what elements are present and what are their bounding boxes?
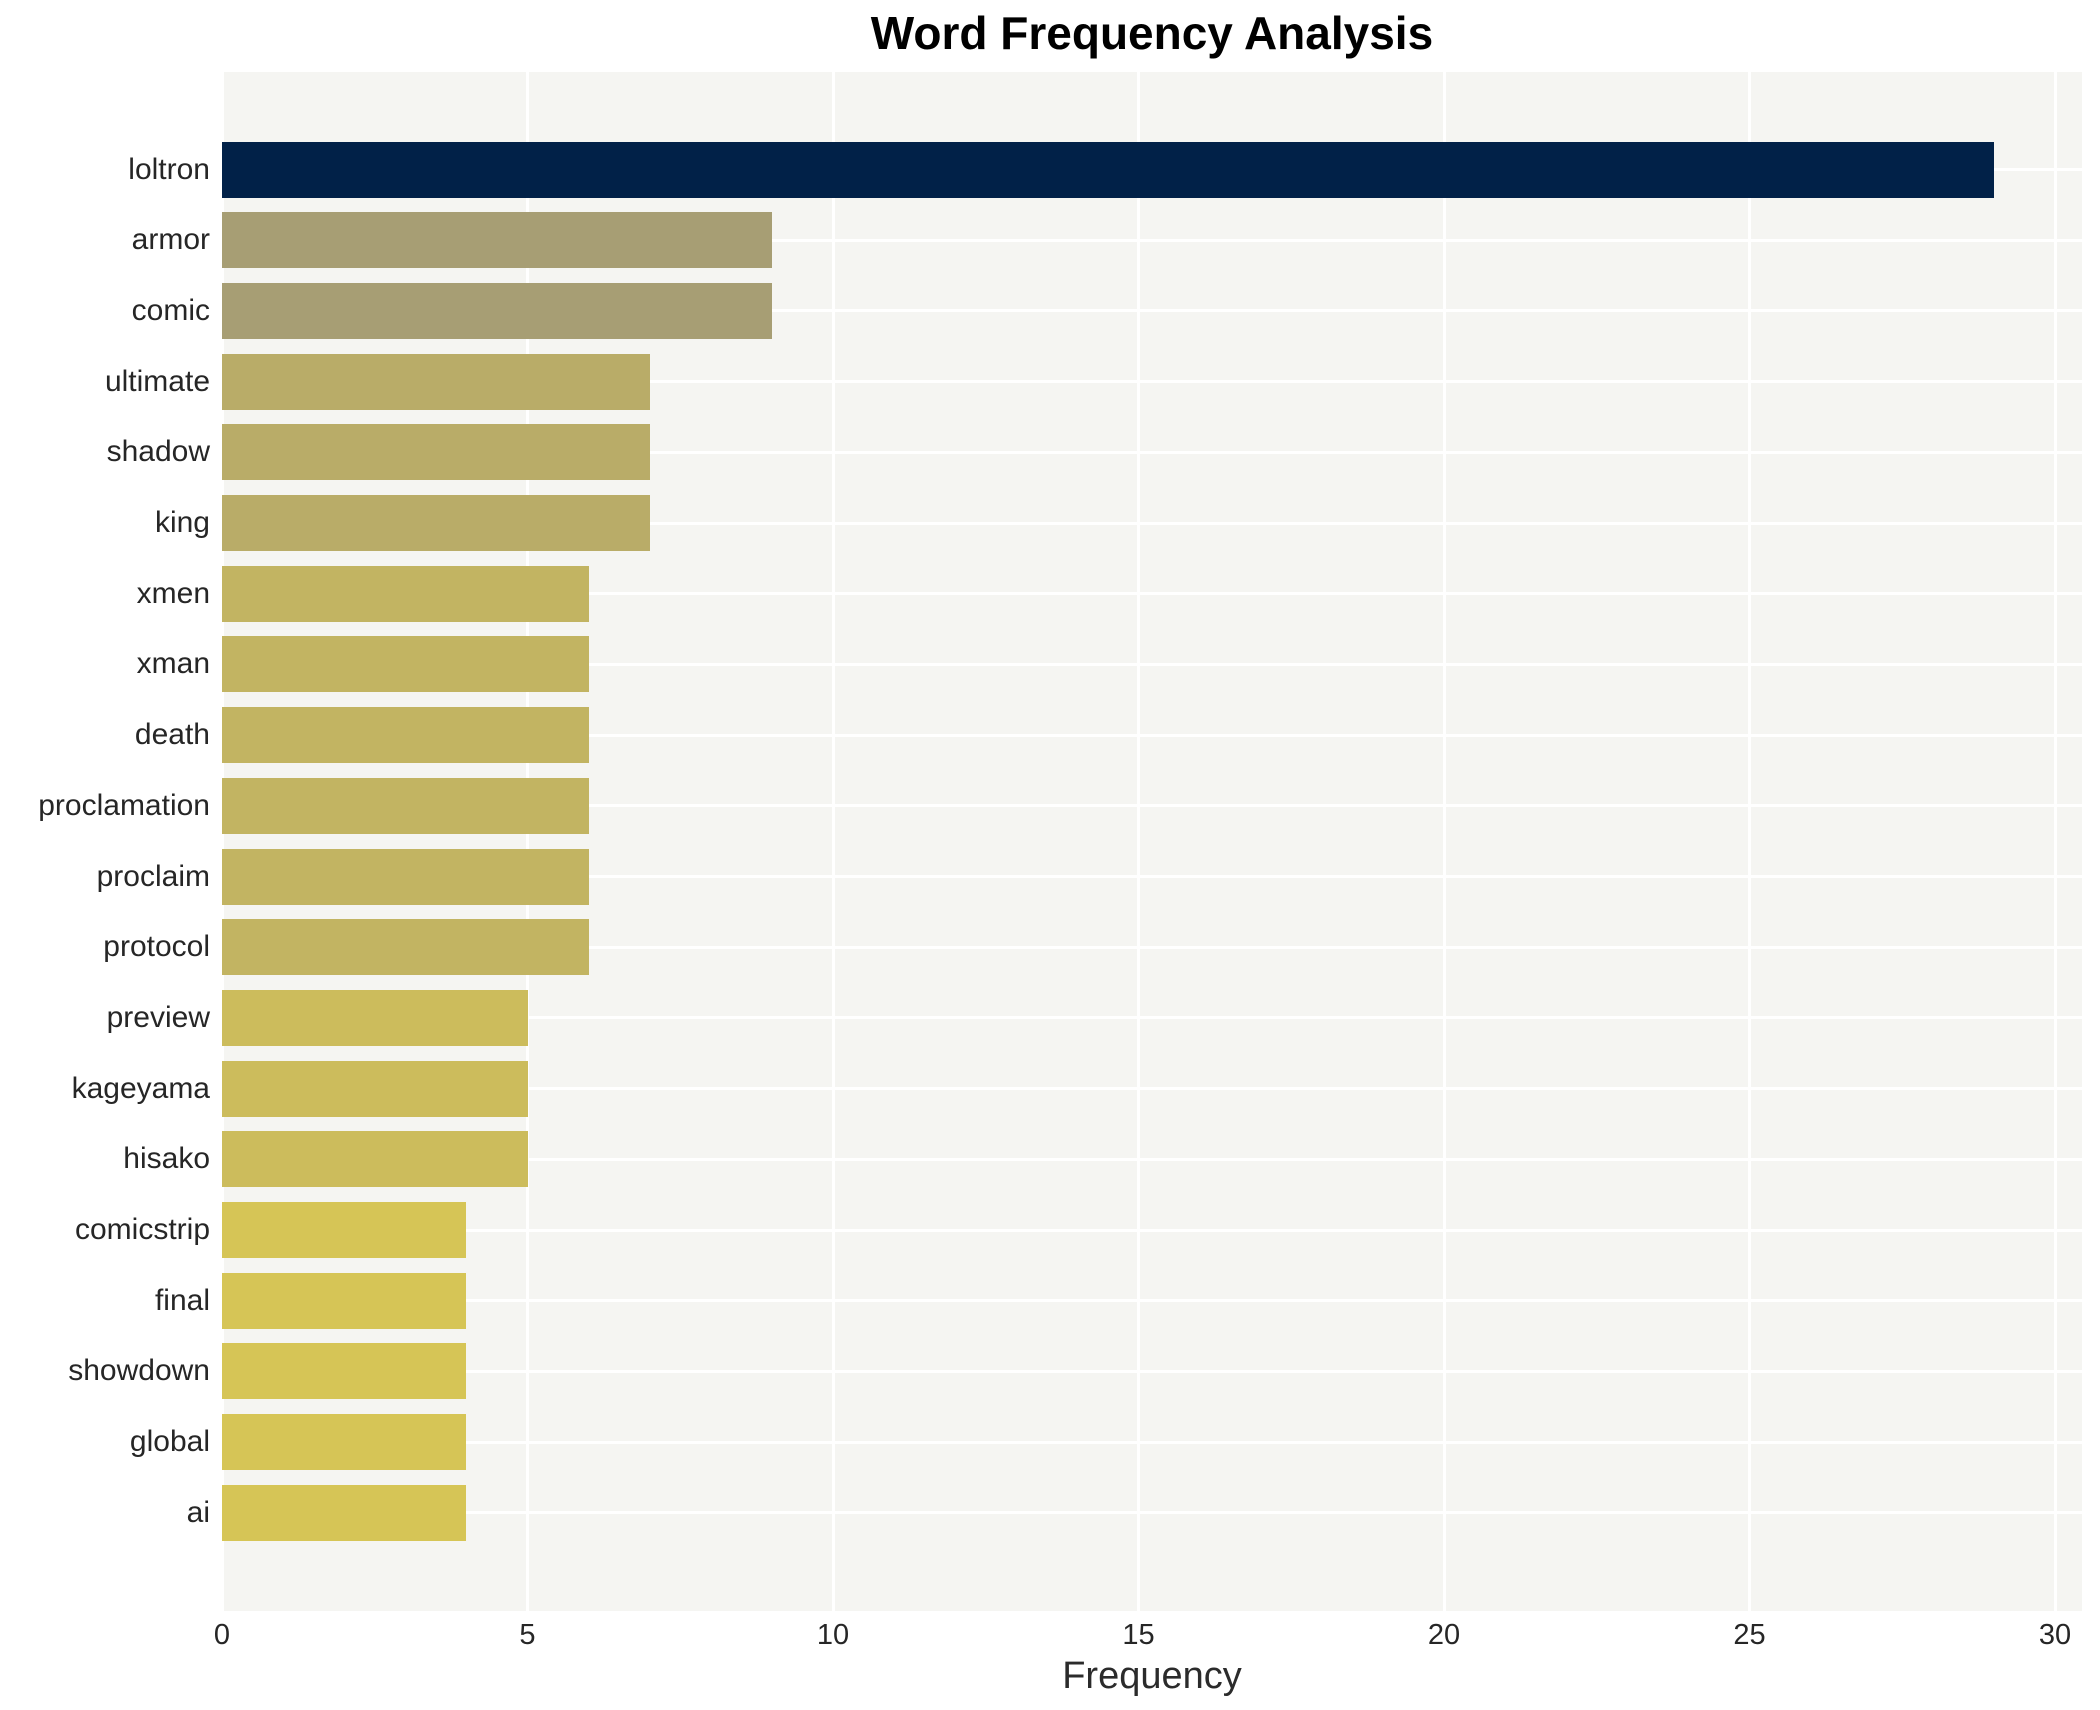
bar-final [222, 1272, 467, 1329]
y-tick-label-proclamation: proclamation [38, 788, 210, 822]
y-gridline [222, 1157, 2082, 1161]
bar-protocol [222, 919, 589, 976]
y-tick-label-kageyama: kageyama [71, 1071, 210, 1105]
x-tick-label-25: 25 [1733, 1619, 1766, 1651]
y-gridline [222, 945, 2082, 949]
bar-king [222, 495, 650, 551]
y-tick-label-protocol: protocol [103, 930, 210, 964]
bar-comic [222, 282, 772, 339]
y-tick-label-hisako: hisako [123, 1142, 210, 1176]
bar-hisako [222, 1131, 528, 1188]
y-gridline [222, 380, 2082, 384]
y-tick-label-final: final [154, 1283, 210, 1317]
y-gridline [222, 875, 2082, 878]
x-gridline [1137, 72, 1140, 1611]
y-tick-label-proclaim: proclaim [96, 859, 210, 893]
bar-proclamation [222, 777, 589, 834]
y-tick-label-armor: armor [131, 223, 210, 257]
x-axis-ticks: 0 5 10 15 20 25 30 [214, 1619, 2082, 1655]
bar-proclaim [222, 848, 589, 905]
y-gridline [222, 1511, 2082, 1515]
plot-area [220, 72, 2082, 1611]
x-gridline [220, 72, 224, 1611]
y-tick-label-king: king [154, 506, 210, 539]
y-tick-label-ultimate: ultimate [104, 364, 210, 398]
x-tick-label-10: 10 [816, 1619, 850, 1651]
bar-showdown [222, 1343, 467, 1400]
bar-armor [222, 212, 772, 269]
y-tick-label-xmen: xmen [136, 576, 210, 610]
bar-kageyama [222, 1060, 528, 1117]
y-tick-label-comicstrip: comicstrip [74, 1213, 210, 1246]
x-gridline [1442, 72, 1446, 1611]
y-gridline [222, 1299, 2082, 1303]
x-tick-label-0: 0 [213, 1619, 231, 1651]
bar-ai [222, 1484, 467, 1541]
y-gridline [222, 662, 2082, 666]
bar-death [222, 707, 589, 764]
x-gridline [1748, 72, 1751, 1611]
y-tick-label-comic: comic [131, 293, 210, 327]
y-gridline [222, 521, 2082, 525]
bar-ultimate [222, 353, 650, 410]
x-tick-label-20: 20 [1427, 1619, 1461, 1651]
y-gridline [222, 733, 2082, 737]
chart-title: Word Frequency Analysis [870, 7, 1434, 59]
bar-shadow [222, 424, 650, 481]
y-tick-label-xman: xman [136, 647, 210, 681]
x-tick-label-5: 5 [519, 1619, 536, 1651]
y-tick-label-global: global [129, 1425, 210, 1459]
y-tick-label-death: death [134, 718, 210, 752]
bar-loltron [222, 141, 1994, 198]
y-gridline [222, 1440, 2082, 1444]
bar-comicstrip [222, 1202, 467, 1258]
x-tick-label-15: 15 [1122, 1619, 1155, 1651]
bar-xman [222, 636, 589, 693]
x-axis-label: Frequency [1062, 1655, 1242, 1697]
x-tick-label-30: 30 [2038, 1619, 2072, 1651]
y-tick-label-shadow: shadow [106, 435, 210, 469]
y-gridline [222, 309, 2082, 313]
y-gridline [222, 1087, 2082, 1091]
bar-xmen [222, 565, 589, 622]
y-gridline [222, 1228, 2082, 1232]
x-gridline [2053, 72, 2057, 1611]
y-gridline [222, 450, 2082, 454]
y-gridline [222, 1369, 2082, 1373]
bar-preview [222, 989, 528, 1046]
y-gridline [222, 238, 2082, 242]
y-gridline [222, 1016, 2082, 1020]
y-tick-label-loltron: loltron [128, 152, 210, 186]
y-axis-labels: loltron armor comic ultimate shadow king xmen x… [0, 72, 210, 1611]
bar-global [222, 1414, 467, 1471]
x-gridline [526, 72, 529, 1611]
y-tick-label-preview: preview [106, 1000, 210, 1034]
y-tick-label-showdown: showdown [68, 1354, 210, 1388]
y-tick-label-ai: ai [186, 1495, 210, 1529]
x-gridline [831, 72, 835, 1611]
y-gridline [222, 592, 2082, 596]
y-gridline [222, 804, 2082, 808]
